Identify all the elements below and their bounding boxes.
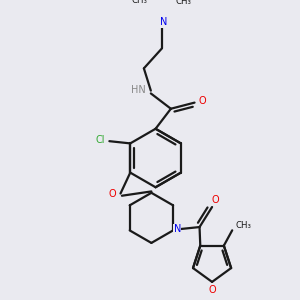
Text: CH₃: CH₃ <box>176 0 191 6</box>
Text: O: O <box>211 195 219 205</box>
Text: Cl: Cl <box>96 135 105 145</box>
Text: CH₃: CH₃ <box>132 0 148 5</box>
Text: N: N <box>174 224 181 234</box>
Text: CH₃: CH₃ <box>236 221 251 230</box>
Text: N: N <box>160 17 167 27</box>
Text: O: O <box>209 285 216 295</box>
Text: O: O <box>109 189 116 199</box>
Text: HN: HN <box>131 85 146 95</box>
Text: O: O <box>199 96 206 106</box>
